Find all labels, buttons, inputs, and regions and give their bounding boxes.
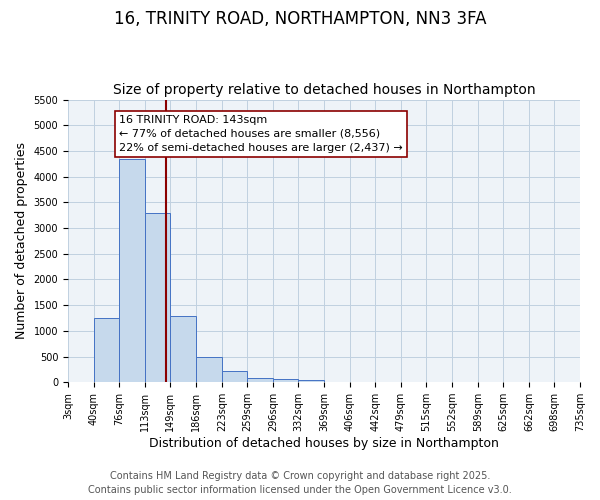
Text: Contains HM Land Registry data © Crown copyright and database right 2025.
Contai: Contains HM Land Registry data © Crown c… (88, 471, 512, 495)
Title: Size of property relative to detached houses in Northampton: Size of property relative to detached ho… (113, 83, 535, 97)
Text: 16, TRINITY ROAD, NORTHAMPTON, NN3 3FA: 16, TRINITY ROAD, NORTHAMPTON, NN3 3FA (114, 10, 486, 28)
Bar (298, 380, 324, 382)
Bar (145, 212, 170, 382)
Bar (247, 378, 273, 382)
Bar (94, 318, 119, 382)
Bar (119, 158, 145, 382)
Bar (222, 371, 247, 382)
Bar (170, 316, 196, 382)
Text: 16 TRINITY ROAD: 143sqm
← 77% of detached houses are smaller (8,556)
22% of semi: 16 TRINITY ROAD: 143sqm ← 77% of detache… (119, 115, 403, 153)
Bar (196, 356, 222, 382)
Bar (273, 380, 298, 382)
X-axis label: Distribution of detached houses by size in Northampton: Distribution of detached houses by size … (149, 437, 499, 450)
Y-axis label: Number of detached properties: Number of detached properties (15, 142, 28, 340)
